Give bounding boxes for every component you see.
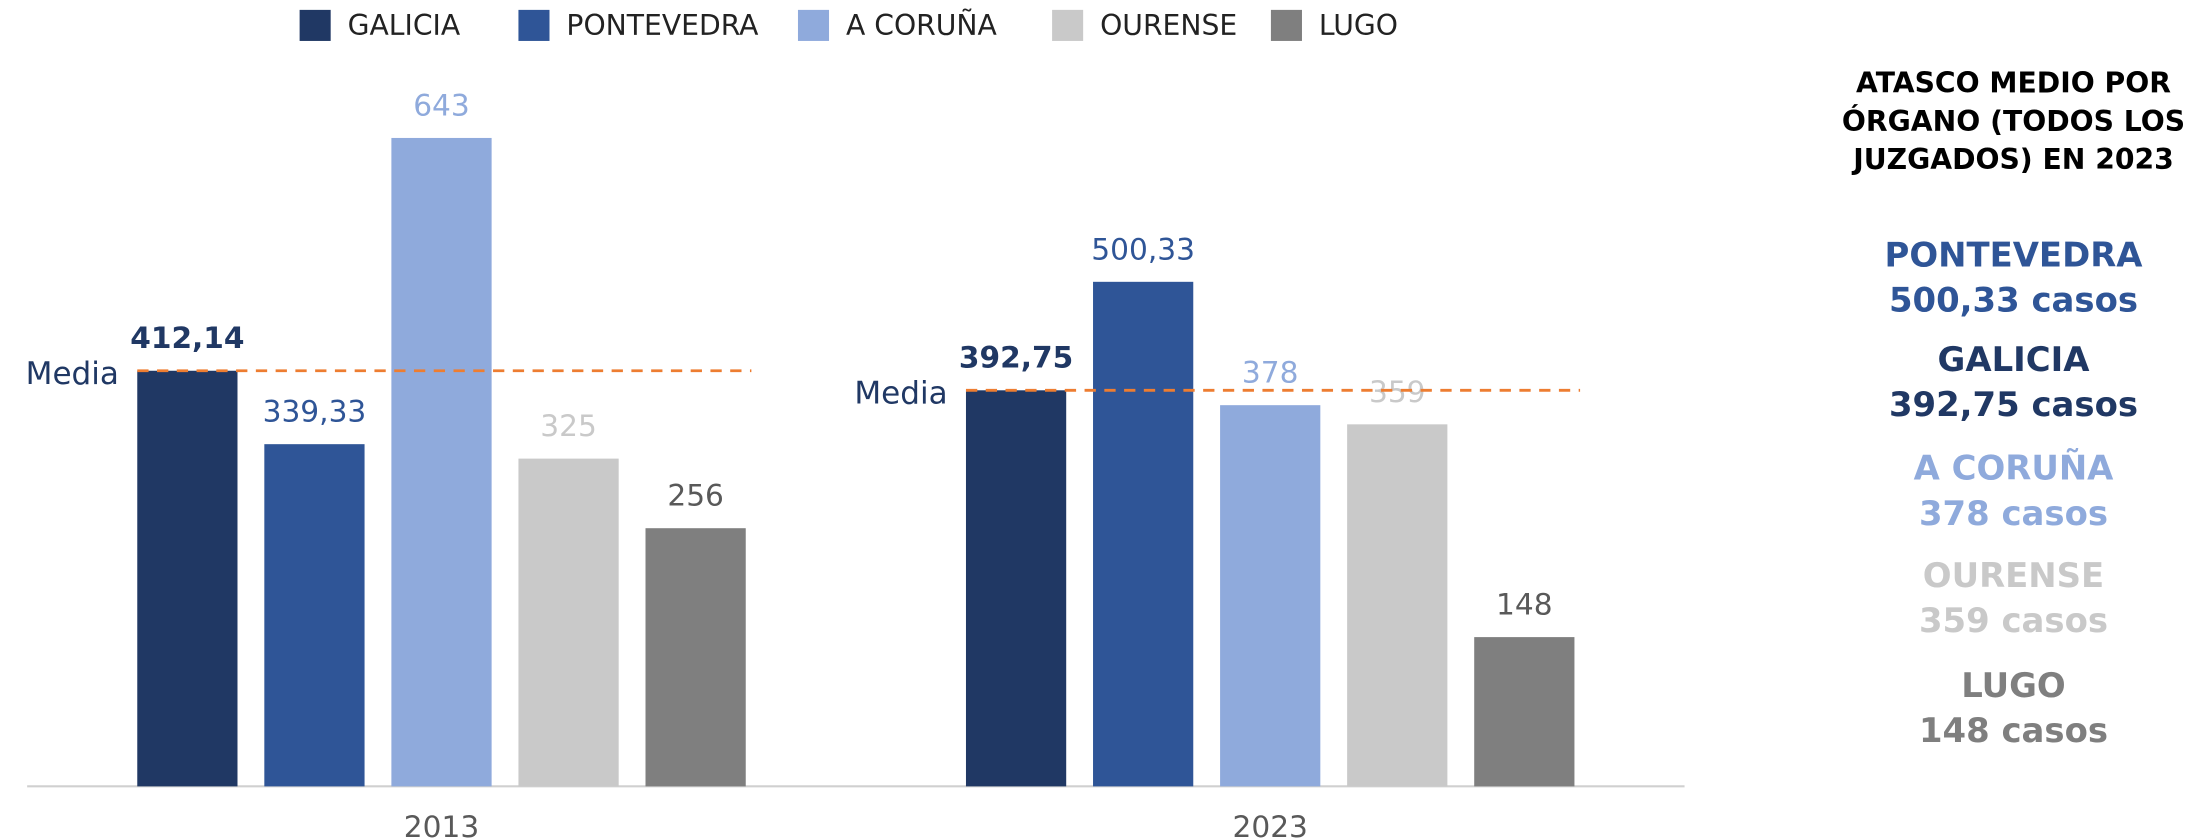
panel-name: LUGO xyxy=(1961,666,2066,705)
panel-name: GALICIA xyxy=(1938,340,2091,379)
legend-label: OURENSE xyxy=(1100,9,1237,42)
bar xyxy=(137,370,238,787)
panel-name: A CORUÑA xyxy=(1914,448,2115,488)
legend-label: GALICIA xyxy=(348,9,461,42)
panel-name: OURENSE xyxy=(1923,556,2104,595)
bar xyxy=(1093,281,1194,787)
legend-swatch xyxy=(299,9,331,41)
panel-value: 359 casos xyxy=(1919,601,2108,640)
data-label: 339,33 xyxy=(263,394,367,429)
reference-label: Media xyxy=(26,356,119,392)
legend-label: LUGO xyxy=(1319,9,1398,42)
panel-value: 500,33 casos xyxy=(1889,281,2138,320)
bar xyxy=(1474,637,1575,787)
x-tick-label: 2013 xyxy=(404,809,479,840)
legend-swatch xyxy=(518,9,550,41)
panel-title: ATASCO MEDIO POR xyxy=(1856,67,2171,100)
bar xyxy=(645,528,746,787)
legend-swatch xyxy=(797,9,830,41)
reference-label: Media xyxy=(854,376,947,412)
bar xyxy=(965,390,1067,787)
legend-label: A CORUÑA xyxy=(846,9,998,42)
bar xyxy=(518,458,619,787)
data-label: 148 xyxy=(1496,587,1553,622)
data-label: 412,14 xyxy=(130,320,244,355)
bar xyxy=(1347,424,1448,787)
data-label: 359 xyxy=(1369,374,1426,409)
panel-value: 392,75 casos xyxy=(1889,385,2138,424)
data-label: 325 xyxy=(540,408,597,443)
x-tick-label: 2023 xyxy=(1233,809,1308,840)
panel-title: ÓRGANO (TODOS LOS xyxy=(1842,104,2185,138)
bar xyxy=(1220,405,1321,787)
data-label: 643 xyxy=(413,87,470,122)
legend-label: PONTEVEDRA xyxy=(566,9,759,42)
data-label: 392,75 xyxy=(959,340,1073,375)
panel-value: 378 casos xyxy=(1919,494,2108,533)
data-label: 378 xyxy=(1242,355,1299,390)
legend-swatch xyxy=(1052,9,1084,41)
panel-title: JUZGADOS) EN 2023 xyxy=(1851,143,2174,176)
data-label: 500,33 xyxy=(1091,231,1195,266)
bar xyxy=(264,444,365,787)
panel-name: PONTEVEDRA xyxy=(1885,235,2144,274)
bar xyxy=(391,137,492,787)
legend-swatch xyxy=(1270,9,1302,41)
data-label: 256 xyxy=(667,478,724,513)
panel-value: 148 casos xyxy=(1919,711,2108,750)
